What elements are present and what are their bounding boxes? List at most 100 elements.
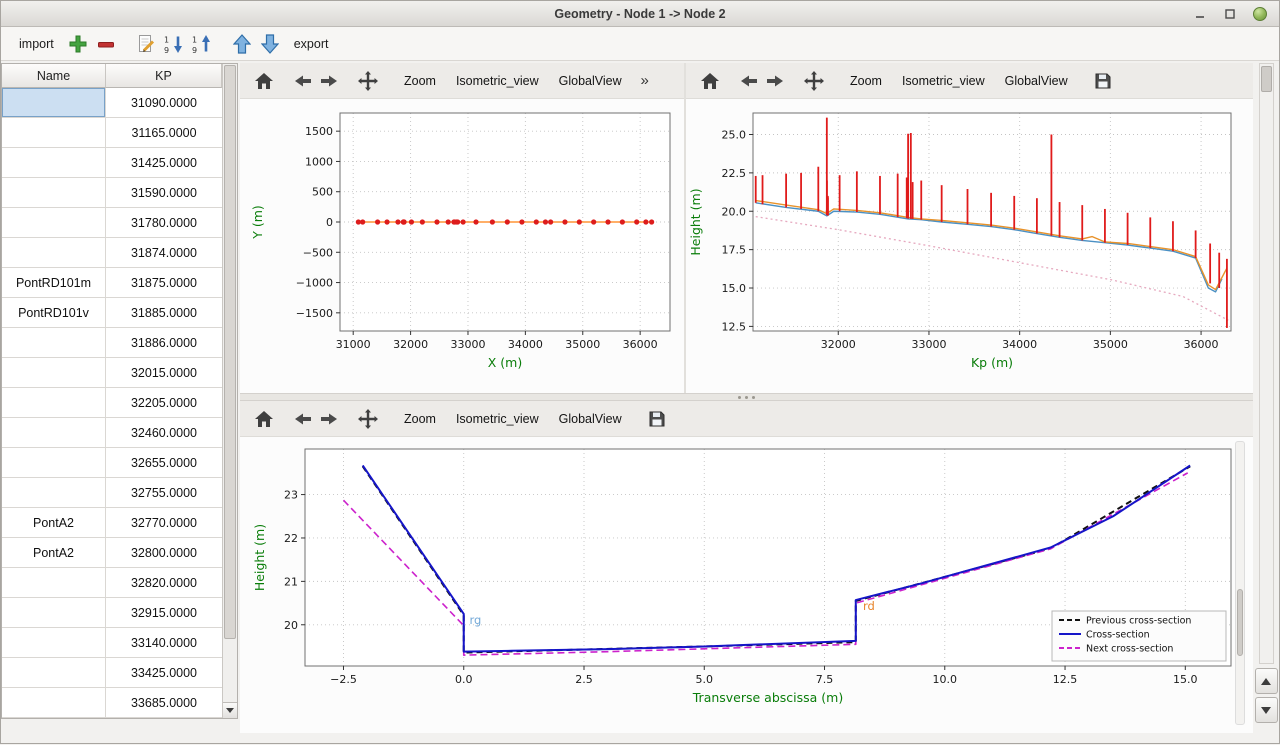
table-row[interactable]: 33140.0000 — [2, 628, 222, 658]
zoom-button[interactable]: Zoom — [394, 405, 446, 433]
profile-view-figure[interactable]: 32000 33000 34000 35000 36000 12.5 15.0 17.5 20.… — [686, 99, 1253, 393]
table-row[interactable]: 32820.0000 — [2, 568, 222, 598]
home-icon[interactable] — [696, 67, 724, 95]
table-row[interactable]: 32015.0000 — [2, 358, 222, 388]
name-cell[interactable] — [2, 688, 106, 718]
table-row[interactable]: 31886.0000 — [2, 328, 222, 358]
table-row[interactable]: 32460.0000 — [2, 418, 222, 448]
minimize-button[interactable] — [1193, 7, 1207, 21]
name-cell[interactable]: PontA2 — [2, 538, 106, 568]
name-cell[interactable]: PontA2 — [2, 508, 106, 538]
sort-descending-button[interactable]: 1 9 — [160, 31, 188, 57]
table-row[interactable]: 31590.0000 — [2, 178, 222, 208]
spin-down-button[interactable] — [1254, 697, 1278, 723]
table-row[interactable]: 33425.0000 — [2, 658, 222, 688]
name-cell[interactable] — [2, 88, 106, 118]
kp-cell[interactable]: 31885.0000 — [106, 298, 222, 328]
name-column-header[interactable]: Name — [2, 64, 106, 88]
name-cell[interactable]: PontRD101v — [2, 298, 106, 328]
kp-cell[interactable]: 32800.0000 — [106, 538, 222, 568]
table-row[interactable]: PontA2 32770.0000 — [2, 508, 222, 538]
zoom-button[interactable]: Zoom — [394, 67, 446, 95]
name-cell[interactable] — [2, 118, 106, 148]
add-row-button[interactable] — [64, 31, 92, 57]
forward-icon[interactable] — [316, 67, 342, 95]
main-scrollbar-thumb[interactable] — [1260, 66, 1272, 92]
name-cell[interactable] — [2, 358, 106, 388]
kp-cell[interactable]: 31780.0000 — [106, 208, 222, 238]
maximize-button[interactable] — [1223, 7, 1237, 21]
cross-section-scrollbar-thumb[interactable] — [1237, 588, 1243, 657]
name-cell[interactable] — [2, 178, 106, 208]
cross-section-scrollbar[interactable] — [1235, 441, 1245, 725]
table-row[interactable]: 31874.0000 — [2, 238, 222, 268]
kp-cell[interactable]: 31886.0000 — [106, 328, 222, 358]
name-cell[interactable] — [2, 208, 106, 238]
table-row[interactable]: 32915.0000 — [2, 598, 222, 628]
name-cell[interactable] — [2, 388, 106, 418]
kp-cell[interactable]: 31590.0000 — [106, 178, 222, 208]
table-row[interactable]: 33685.0000 — [2, 688, 222, 718]
close-button[interactable] — [1253, 6, 1267, 21]
isometric-view-button[interactable]: Isometric_view — [446, 405, 549, 433]
pan-icon[interactable] — [354, 405, 382, 433]
table-row[interactable]: 32205.0000 — [2, 388, 222, 418]
import-button[interactable]: import — [9, 33, 64, 55]
home-icon[interactable] — [250, 67, 278, 95]
table-scrollbar[interactable] — [222, 64, 237, 718]
global-view-button[interactable]: GlobalView — [549, 67, 632, 95]
name-cell[interactable] — [2, 238, 106, 268]
table-row[interactable]: 31425.0000 — [2, 148, 222, 178]
kp-cell[interactable]: 32770.0000 — [106, 508, 222, 538]
export-button[interactable]: export — [284, 33, 339, 55]
table-row[interactable]: PontA2 32800.0000 — [2, 538, 222, 568]
isometric-view-button[interactable]: Isometric_view — [892, 67, 995, 95]
table-row[interactable]: 31165.0000 — [2, 118, 222, 148]
remove-row-button[interactable] — [92, 31, 120, 57]
kp-cell[interactable]: 32915.0000 — [106, 598, 222, 628]
kp-cell[interactable]: 31090.0000 — [106, 88, 222, 118]
global-view-button[interactable]: GlobalView — [995, 67, 1078, 95]
name-cell[interactable] — [2, 478, 106, 508]
toolbar-overflow-chevron[interactable]: » — [632, 67, 658, 95]
move-down-button[interactable] — [256, 31, 284, 57]
name-cell[interactable] — [2, 328, 106, 358]
name-cell[interactable] — [2, 658, 106, 688]
isometric-view-button[interactable]: Isometric_view — [446, 67, 549, 95]
table-scrollbar-track[interactable] — [223, 64, 237, 702]
kp-cell[interactable]: 31875.0000 — [106, 268, 222, 298]
kp-cell[interactable]: 32015.0000 — [106, 358, 222, 388]
kp-cell[interactable]: 31165.0000 — [106, 118, 222, 148]
pan-icon[interactable] — [800, 67, 828, 95]
move-up-button[interactable] — [228, 31, 256, 57]
table-row[interactable]: 31780.0000 — [2, 208, 222, 238]
save-icon[interactable] — [1090, 67, 1116, 95]
kp-cell[interactable]: 31874.0000 — [106, 238, 222, 268]
save-icon[interactable] — [644, 405, 670, 433]
cross-section-figure[interactable]: −2.5 0.0 2.5 5.0 7.5 10.0 12.5 15.0 20 21 22 23 Tran… — [240, 437, 1253, 733]
kp-cell[interactable]: 32820.0000 — [106, 568, 222, 598]
name-cell[interactable] — [2, 448, 106, 478]
kp-cell[interactable]: 33425.0000 — [106, 658, 222, 688]
horizontal-splitter[interactable] — [240, 393, 1253, 401]
name-cell[interactable] — [2, 628, 106, 658]
global-view-button[interactable]: GlobalView — [549, 405, 632, 433]
table-row[interactable]: 32755.0000 — [2, 478, 222, 508]
name-cell[interactable] — [2, 418, 106, 448]
table-row[interactable]: 31090.0000 — [2, 88, 222, 118]
main-scrollbar[interactable] — [1258, 63, 1274, 664]
back-icon[interactable] — [736, 67, 762, 95]
kp-cell[interactable]: 33140.0000 — [106, 628, 222, 658]
kp-cell[interactable]: 31425.0000 — [106, 148, 222, 178]
kp-cell[interactable]: 32460.0000 — [106, 418, 222, 448]
sort-ascending-button[interactable]: 1 9 — [188, 31, 216, 57]
table-scrollbar-thumb[interactable] — [224, 65, 236, 640]
table-row[interactable]: 32655.0000 — [2, 448, 222, 478]
name-cell[interactable]: PontRD101m — [2, 268, 106, 298]
name-cell[interactable] — [2, 568, 106, 598]
table-row[interactable]: PontRD101m 31875.0000 — [2, 268, 222, 298]
name-cell[interactable] — [2, 148, 106, 178]
kp-cell[interactable]: 32755.0000 — [106, 478, 222, 508]
back-icon[interactable] — [290, 405, 316, 433]
forward-icon[interactable] — [316, 405, 342, 433]
